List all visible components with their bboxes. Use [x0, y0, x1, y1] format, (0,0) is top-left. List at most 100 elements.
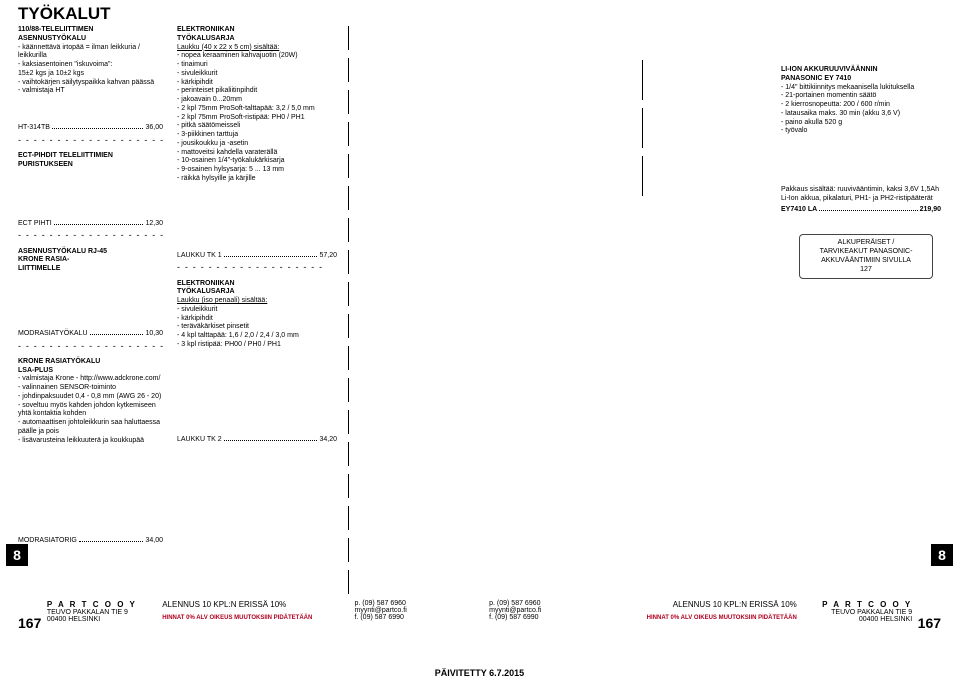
- b4-t3: LIITTIMELLE: [18, 265, 163, 274]
- b3-val: 12,30: [145, 220, 163, 229]
- footer-discount-left: ALENNUS 10 KPL:N ERISSÄ 10% HINNAT 0% AL…: [162, 600, 354, 646]
- column-3: LI-ION AKKURUUVIVÄÄNNIN PANASONIC EY 741…: [781, 66, 941, 596]
- c2b1-t1: ELEKTRONIIKAN: [177, 26, 337, 35]
- b1-title2: ASENNUSTYÖKALU: [18, 35, 163, 44]
- hinnat: HINNAT 0% ALV OIKEUS MUUTOKSIIN PIDÄTETÄ…: [605, 615, 797, 621]
- c3b1-t1: LI-ION AKKURUUVIVÄÄNNIN: [781, 66, 941, 75]
- dots: [52, 122, 144, 129]
- hinnat: HINNAT 0% ALV OIKEUS MUUTOKSIIN PIDÄTETÄ…: [162, 615, 354, 621]
- b6-t1: KRONE RASIATYÖKALU: [18, 358, 163, 367]
- c2b1-u: Laukku (40 x 22 x 5 cm) sisältää:: [177, 44, 337, 53]
- c2b3-u: Laukku (iso penaali) sisältää:: [177, 297, 337, 306]
- c3b1-l4: - latausaika maks. 30 min (akku 3,6 V): [781, 110, 941, 119]
- b1-l1: - käännettävä irtopää = ilman leikkuria …: [18, 44, 163, 62]
- c2b3-l4: - 4 kpl talttapää: 1,6 / 2,0 / 2,4 / 3,0…: [177, 332, 337, 341]
- c2b3-l5: - 3 kpl ristipää: PH00 / PH0 / PH1: [177, 341, 337, 350]
- page-header: TYÖKALUT: [18, 4, 941, 24]
- email: myynti@partco.fi: [355, 607, 470, 614]
- addr1: TEUVO PAKKALAN TIE 9: [47, 609, 162, 616]
- c2b1-t2: TYÖKALUSARJA: [177, 35, 337, 44]
- c2b3-l1: - sivuleikkurit: [177, 306, 337, 315]
- c2b2-val: 57,20: [319, 252, 337, 261]
- c2b1-l11: - jousikoukku ja -asetin: [177, 140, 337, 149]
- c2b1-l9: - pitkä säätömeisseli: [177, 122, 337, 131]
- c2b3-l3: - teräväkärkiset pinsetit: [177, 323, 337, 332]
- side-badge-left: 8: [6, 544, 28, 566]
- c2b3-t1: ELEKTRONIIKAN: [177, 280, 337, 289]
- c3b2-price: EY7410 LA 219,90: [781, 204, 941, 215]
- b5-price: MODRASIATYÖKALU 10,30: [18, 328, 163, 339]
- c2b1-l6: - jakoavain 0...20mm: [177, 96, 337, 105]
- footer-contact-left: p. (09) 587 6960 myynti@partco.fi f. (09…: [355, 600, 470, 646]
- b3-price: ECT PIHTI 12,30: [18, 218, 163, 229]
- company-name: P A R T C O O Y: [47, 600, 162, 609]
- b1-item: HT-314TB: [18, 124, 50, 133]
- c2b1-l14: - 9-osainen hylsysarja: 5 ... 13 mm: [177, 166, 337, 175]
- b6-l3: - johdinpaksuudet 0,4 - 0,8 mm (AWG 26 -…: [18, 393, 163, 402]
- fax: f. (09) 587 6990: [489, 614, 604, 621]
- addr2: 00400 HELSINKI: [47, 616, 162, 623]
- b4-t1: ASENNUSTYÖKALU RJ-45: [18, 248, 163, 257]
- c2b1-l13: - 10-osainen 1/4"-työkalukärkisarja: [177, 157, 337, 166]
- c2b1-l4: - kärkipihdit: [177, 79, 337, 88]
- side-badge-right: 8: [931, 544, 953, 566]
- c3b2-l1: Pakkaus sisältää: ruuvivääntimin, kaksi …: [781, 186, 941, 204]
- dots: [79, 535, 144, 542]
- box-l1: ALKUPERÄISET /: [806, 239, 926, 248]
- footer-discount-right: ALENNUS 10 KPL:N ERISSÄ 10% HINNAT 0% AL…: [605, 600, 797, 646]
- b2-t2: PURISTUKSEEN: [18, 161, 163, 170]
- c3b1-l1: - 1/4" bittikiinnitys mekaanisella lukit…: [781, 84, 941, 93]
- b1-l3: 15±2 kgs ja 10±2 kgs: [18, 70, 163, 79]
- b5-item: MODRASIATYÖKALU: [18, 330, 88, 339]
- footer-updated: PÄIVITETTY 6.7.2015: [0, 668, 959, 678]
- b1-price: HT-314TB 36,00: [18, 122, 163, 133]
- dots: [54, 218, 144, 225]
- c2b2-price: LAUKKU TK 1 57,20: [177, 250, 337, 261]
- dots: [90, 328, 144, 335]
- c3b2-item: EY7410 LA: [781, 206, 817, 215]
- c3b1-l5: - paino akulla 520 g: [781, 119, 941, 128]
- b4-t2: KRONE RASIA-: [18, 256, 163, 265]
- b7-price: MODRASIATORIG 34,00: [18, 535, 163, 546]
- b5-val: 10,30: [145, 330, 163, 339]
- dash: - - - - - - - - - - - - - - - - - - -: [177, 262, 337, 273]
- alennus: ALENNUS 10 KPL:N ERISSÄ 10%: [605, 600, 797, 609]
- page-number-left: 167: [18, 615, 47, 631]
- fax: f. (09) 587 6990: [355, 614, 470, 621]
- c2b1-l2: - tinaimuri: [177, 61, 337, 70]
- c2b1-l3: - sivuleikkurit: [177, 70, 337, 79]
- company-name: P A R T C O O Y: [797, 600, 912, 609]
- addr1: TEUVO PAKKALAN TIE 9: [797, 609, 912, 616]
- c2b4-item: LAUKKU TK 2: [177, 436, 222, 445]
- b6-l4: - soveltuu myös kahden johdon kytkemisee…: [18, 402, 163, 420]
- dash: - - - - - - - - - - - - - - - - - - -: [18, 341, 163, 352]
- c2b3-l2: - kärkipihdit: [177, 315, 337, 324]
- box-l3: AKKUVÄÄNTIMIIN SIVULLA: [806, 257, 926, 266]
- b6-t2: LSA-PLUS: [18, 367, 163, 376]
- info-box: ALKUPERÄISET / TARVIKEAKUT PANASONIC- AK…: [799, 234, 933, 279]
- b1-l4: - vaihtokärjen säilytyspaikka kahvan pää…: [18, 79, 163, 88]
- c2b1-l10: - 3-piikkinen tarttuja: [177, 131, 337, 140]
- c3b1-l2: - 21-portainen momentin säätö: [781, 92, 941, 101]
- footer-partco-right: P A R T C O O Y TEUVO PAKKALAN TIE 9 004…: [797, 600, 912, 646]
- box-l2: TARVIKEAKUT PANASONIC-: [806, 248, 926, 257]
- phone: p. (09) 587 6960: [355, 600, 470, 607]
- content-columns: 110/88-TELELIITTIMEN ASENNUSTYÖKALU - kä…: [18, 26, 941, 596]
- c2b1-l5: - perinteiset pikaliitinpihdit: [177, 87, 337, 96]
- b1-val: 36,00: [145, 124, 163, 133]
- c2b3-t2: TYÖKALUSARJA: [177, 288, 337, 297]
- dots: [224, 434, 318, 441]
- c2b1-l12: - mattoveitsi kahdella varaterällä: [177, 149, 337, 158]
- column-2: ELEKTRONIIKAN TYÖKALUSARJA Laukku (40 x …: [177, 26, 337, 596]
- b6-l1: - valmistaja Krone - http://www.adckrone…: [18, 375, 163, 384]
- dots: [224, 250, 318, 257]
- c3b1-l3: - 2 kierrosnopeutta: 200 / 600 r/min: [781, 101, 941, 110]
- c2b1-l15: - räikkä hylsyille ja kärjille: [177, 175, 337, 184]
- c3b1-l6: - työvalo: [781, 127, 941, 136]
- footer-partco-left: P A R T C O O Y TEUVO PAKKALAN TIE 9 004…: [47, 600, 162, 646]
- b3-item: ECT PIHTI: [18, 220, 52, 229]
- c2b4-val: 34,20: [319, 436, 337, 445]
- b6-l6: - lisävarusteina leikkuuterä ja koukkupä…: [18, 437, 163, 446]
- dash: - - - - - - - - - - - - - - - - - - -: [18, 230, 163, 241]
- alennus: ALENNUS 10 KPL:N ERISSÄ 10%: [162, 600, 354, 609]
